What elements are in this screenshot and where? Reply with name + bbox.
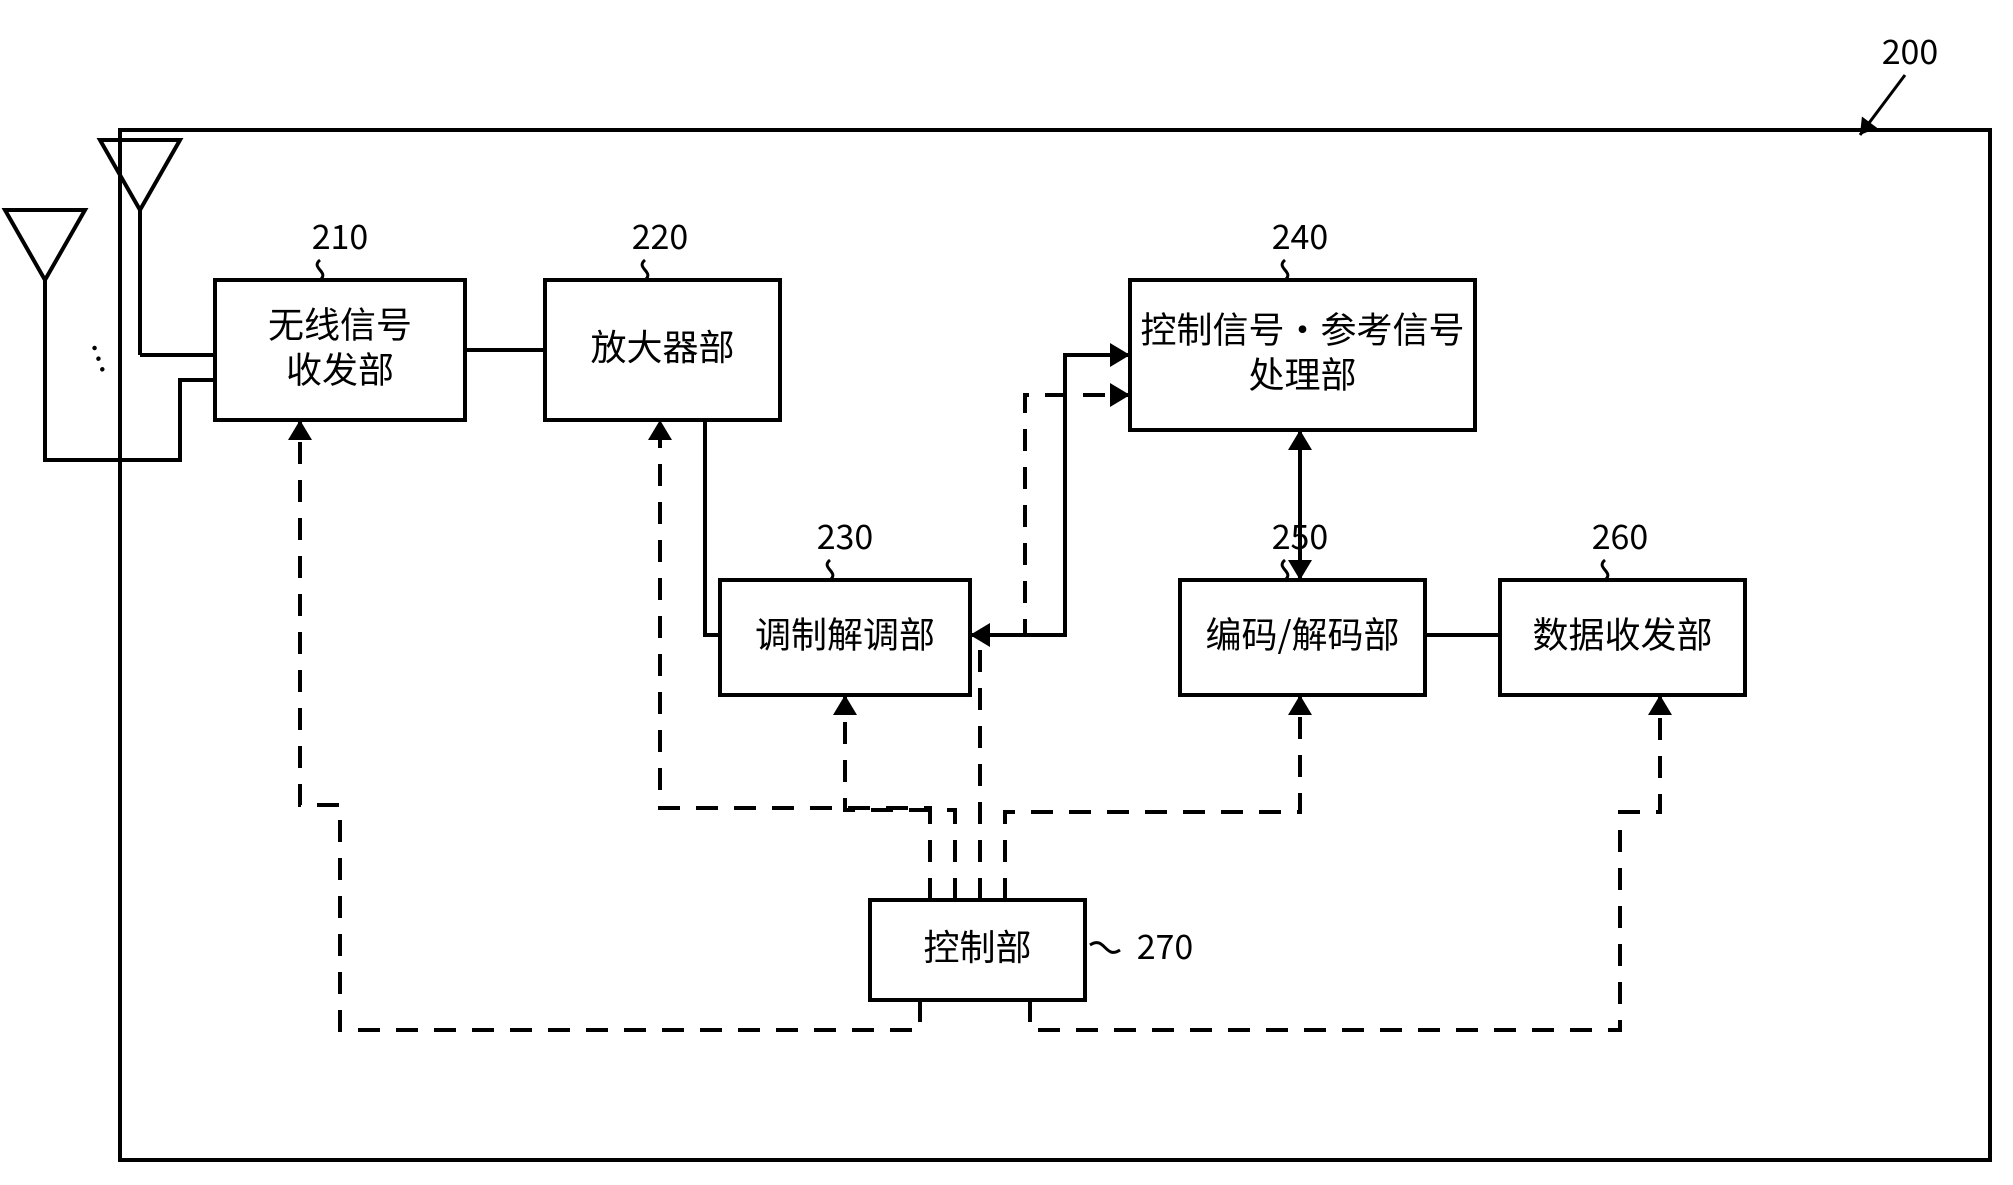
ref-label-220: 220 [632, 210, 689, 259]
block-220-label-line0: 放大器部 [590, 319, 734, 371]
block-diagram: 200…无线信号收发部放大器部调制解调部控制信号・参考信号处理部编码/解码部数据… [0, 0, 2013, 1185]
block-240-label-line1: 处理部 [1248, 346, 1356, 398]
ref-label-210: 210 [312, 210, 369, 259]
ref-label-260: 260 [1592, 510, 1649, 559]
ref-label-250: 250 [1272, 510, 1329, 559]
antenna-icon [5, 210, 85, 280]
connector-220-to-230 [705, 420, 720, 635]
ref-label-270: 270 [1137, 920, 1194, 969]
ref-label-240: 240 [1272, 210, 1329, 259]
system-ref-label: 200 [1882, 25, 1939, 74]
control-line-270-to-260 [1030, 695, 1660, 1030]
control-line-270-to-230 [845, 695, 955, 900]
block-230-label-line0: 调制解调部 [755, 606, 935, 658]
connector-ant1-to-210 [45, 380, 215, 460]
block-250-label-line0: 编码/解码部 [1205, 606, 1399, 658]
control-line-270-to-250 [1005, 695, 1300, 900]
block-210-label-line1: 收发部 [286, 341, 394, 393]
block-270-label-line0: 控制部 [923, 919, 1031, 971]
control-line-270-to-240 [980, 395, 1130, 900]
antenna-icon [100, 140, 180, 210]
block-260-label-line0: 数据收发部 [1532, 606, 1712, 658]
ref-label-230: 230 [817, 510, 874, 559]
